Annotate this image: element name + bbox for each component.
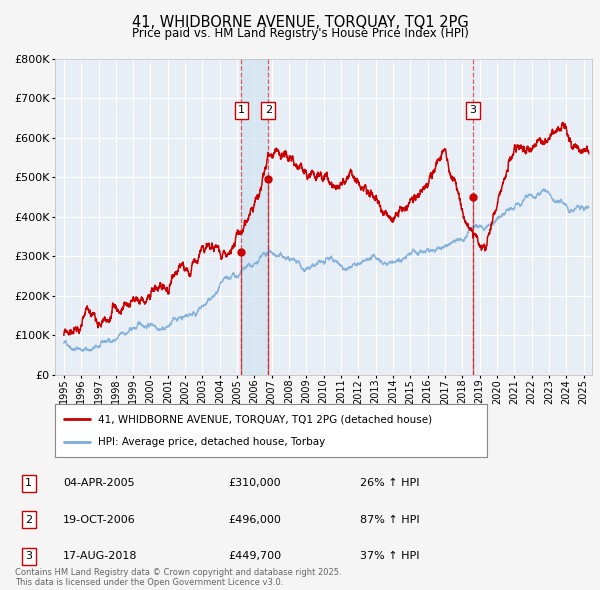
Text: £310,000: £310,000 (228, 478, 281, 489)
Text: 2: 2 (25, 515, 32, 525)
Text: £449,700: £449,700 (228, 552, 281, 562)
Text: 41, WHIDBORNE AVENUE, TORQUAY, TQ1 2PG: 41, WHIDBORNE AVENUE, TORQUAY, TQ1 2PG (131, 15, 469, 30)
Text: 1: 1 (25, 478, 32, 489)
Text: 19-OCT-2006: 19-OCT-2006 (63, 515, 136, 525)
Bar (241, 59, 268, 375)
Text: 26% ↑ HPI: 26% ↑ HPI (360, 478, 419, 489)
Text: 3: 3 (25, 552, 32, 562)
Text: 41, WHIDBORNE AVENUE, TORQUAY, TQ1 2PG (detached house): 41, WHIDBORNE AVENUE, TORQUAY, TQ1 2PG (… (98, 414, 433, 424)
Text: HPI: Average price, detached house, Torbay: HPI: Average price, detached house, Torb… (98, 437, 326, 447)
Text: 04-APR-2005: 04-APR-2005 (63, 478, 134, 489)
Text: Contains HM Land Registry data © Crown copyright and database right 2025.
This d: Contains HM Land Registry data © Crown c… (15, 568, 341, 587)
Text: 87% ↑ HPI: 87% ↑ HPI (360, 515, 419, 525)
Text: 1: 1 (238, 105, 245, 115)
Text: 37% ↑ HPI: 37% ↑ HPI (360, 552, 419, 562)
Text: 2: 2 (265, 105, 272, 115)
Text: Price paid vs. HM Land Registry's House Price Index (HPI): Price paid vs. HM Land Registry's House … (131, 27, 469, 40)
Text: 17-AUG-2018: 17-AUG-2018 (63, 552, 137, 562)
Text: 3: 3 (470, 105, 476, 115)
Text: £496,000: £496,000 (228, 515, 281, 525)
